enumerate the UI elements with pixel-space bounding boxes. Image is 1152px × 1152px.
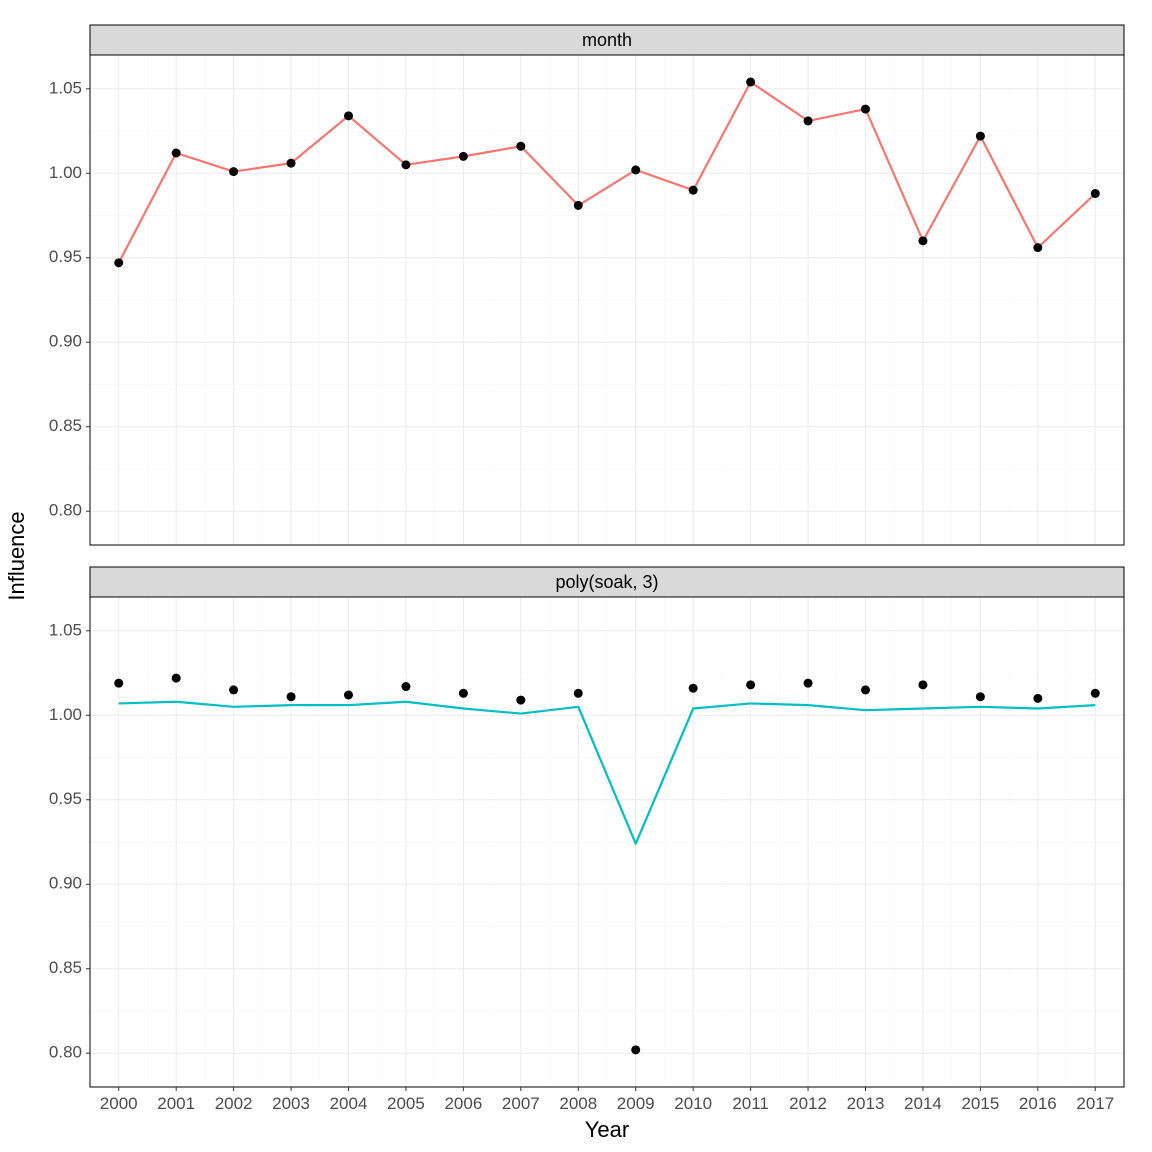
x-tick-label: 2014 bbox=[904, 1094, 942, 1113]
y-tick-label: 0.80 bbox=[49, 501, 82, 520]
data-point bbox=[516, 142, 525, 151]
data-point bbox=[114, 679, 123, 688]
data-point bbox=[804, 116, 813, 125]
data-point bbox=[574, 689, 583, 698]
panel-0: 0.80 0.85 0.90 0.95 1.00 1.05 bbox=[49, 55, 1124, 545]
panel-1: 0.80 0.85 0.90 0.95 1.00 1.05 2000 2001 2002 2003… bbox=[49, 597, 1124, 1142]
x-tick-label: 2010 bbox=[674, 1094, 712, 1113]
data-point bbox=[861, 105, 870, 114]
x-tick-label: 2003 bbox=[272, 1094, 310, 1113]
data-point bbox=[1091, 689, 1100, 698]
x-tick-label: 2012 bbox=[789, 1094, 827, 1113]
y-tick-label: 0.90 bbox=[49, 332, 82, 351]
x-tick-label: 2013 bbox=[847, 1094, 885, 1113]
data-point bbox=[804, 679, 813, 688]
data-point bbox=[689, 684, 698, 693]
data-point bbox=[976, 692, 985, 701]
y-tick-label: 1.05 bbox=[49, 620, 82, 639]
data-point bbox=[1033, 243, 1042, 252]
x-tick-label: 2007 bbox=[502, 1094, 540, 1113]
data-point bbox=[689, 186, 698, 195]
y-tick-label: 1.00 bbox=[49, 163, 82, 182]
x-tick-label: 2002 bbox=[215, 1094, 253, 1113]
data-point bbox=[631, 165, 640, 174]
y-tick-label: 0.95 bbox=[49, 247, 82, 266]
x-tick-label: 2000 bbox=[100, 1094, 138, 1113]
y-tick-label: 0.80 bbox=[49, 1043, 82, 1062]
data-point bbox=[172, 674, 181, 683]
x-tick-label: 2004 bbox=[330, 1094, 368, 1113]
y-tick-label: 0.85 bbox=[49, 958, 82, 977]
data-point bbox=[918, 680, 927, 689]
data-point bbox=[229, 685, 238, 694]
x-tick-label: 2005 bbox=[387, 1094, 425, 1113]
y-tick-label: 1.05 bbox=[49, 78, 82, 97]
y-tick-label: 0.90 bbox=[49, 874, 82, 893]
data-point bbox=[976, 132, 985, 141]
x-tick-label: 2011 bbox=[732, 1094, 769, 1113]
data-point bbox=[287, 692, 296, 701]
strip-1: poly(soak, 3) bbox=[90, 567, 1124, 597]
data-point bbox=[459, 689, 468, 698]
y-tick-label: 1.00 bbox=[49, 705, 82, 724]
y-axis-title: Influence bbox=[4, 511, 29, 600]
data-point bbox=[172, 149, 181, 158]
strip-label: poly(soak, 3) bbox=[555, 572, 658, 592]
data-point bbox=[918, 236, 927, 245]
data-point bbox=[401, 682, 410, 691]
data-point bbox=[631, 1045, 640, 1054]
data-point bbox=[229, 167, 238, 176]
data-point bbox=[459, 152, 468, 161]
data-point bbox=[1091, 189, 1100, 198]
data-point bbox=[516, 696, 525, 705]
strip-0: month bbox=[90, 25, 1124, 55]
y-tick-label: 0.85 bbox=[49, 416, 82, 435]
data-point bbox=[287, 159, 296, 168]
data-point bbox=[861, 685, 870, 694]
data-point bbox=[574, 201, 583, 210]
x-axis-title: Year bbox=[585, 1117, 629, 1142]
data-point bbox=[344, 111, 353, 120]
y-tick-label: 0.95 bbox=[49, 789, 82, 808]
data-point bbox=[114, 258, 123, 267]
x-tick-label: 2009 bbox=[617, 1094, 655, 1113]
strip-label: month bbox=[582, 30, 632, 50]
x-tick-label: 2015 bbox=[961, 1094, 999, 1113]
x-tick-label: 2006 bbox=[444, 1094, 482, 1113]
x-tick-label: 2008 bbox=[559, 1094, 597, 1113]
data-point bbox=[344, 691, 353, 700]
x-tick-label: 2001 bbox=[157, 1094, 195, 1113]
influence-facet-chart: Influence 0.80 0.85 0.90 0.95 1.00 1.05 month 0.… bbox=[0, 0, 1152, 1152]
data-point bbox=[1033, 694, 1042, 703]
data-point bbox=[746, 78, 755, 87]
data-point bbox=[746, 680, 755, 689]
x-tick-label: 2017 bbox=[1076, 1094, 1114, 1113]
x-tick-label: 2016 bbox=[1019, 1094, 1057, 1113]
data-point bbox=[401, 160, 410, 169]
